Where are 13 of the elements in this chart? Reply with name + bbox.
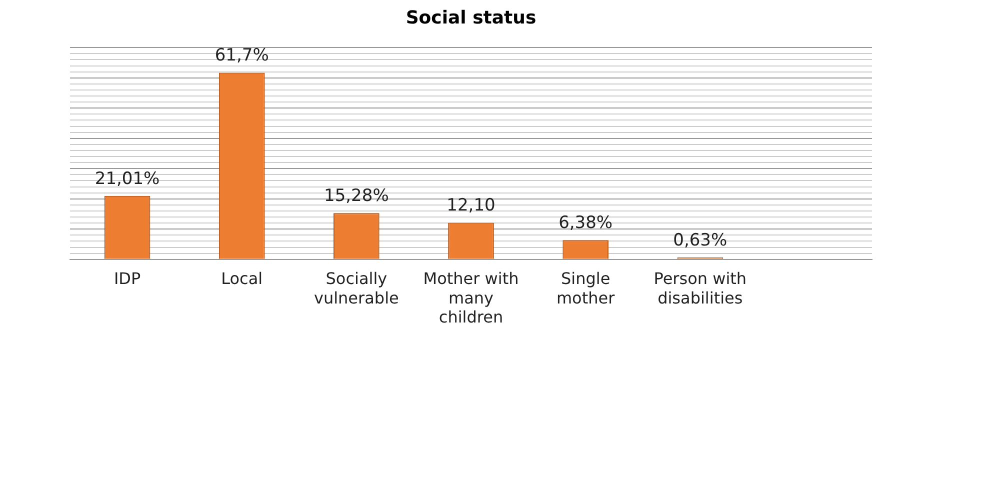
x-tick-label: Mother with many children [423,269,519,327]
data-label: 6,38% [558,213,613,234]
x-tick-label: Local [221,269,263,288]
data-label: 0,63% [673,230,728,250]
x-tick-label: IDP [114,269,141,288]
x-tick-label: Socially vulnerable [314,269,399,308]
chart-title: Social status [406,7,536,28]
data-label: 12,10 [446,196,496,216]
data-label: 21,01% [94,168,160,189]
x-tick-label: Single mother [556,269,616,308]
data-label: 15,28% [324,186,389,206]
x-tick-label: Person with disabilities [654,269,747,308]
data-label: 61,7% [214,46,269,66]
